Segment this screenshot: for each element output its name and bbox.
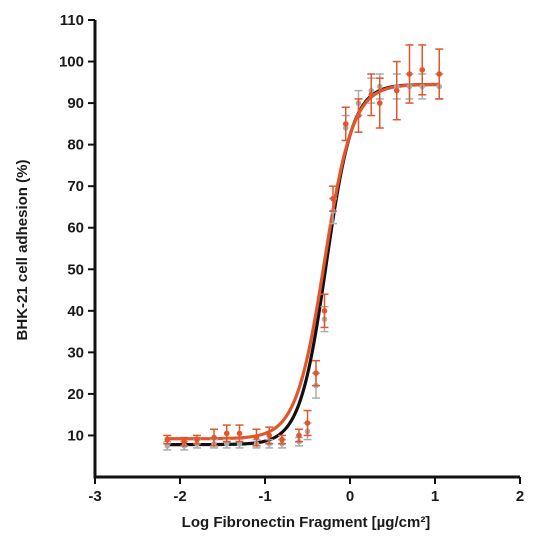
data-point [236, 430, 243, 437]
data-point [368, 91, 375, 98]
y-tick-label: 20 [67, 386, 84, 403]
x-tick-label: -3 [88, 488, 101, 505]
x-tick-label: -1 [258, 488, 271, 505]
data-point [304, 420, 311, 426]
data-point [211, 434, 217, 441]
data-point [321, 308, 328, 314]
data-points [163, 44, 444, 451]
data-point [355, 112, 362, 119]
data-point [419, 67, 426, 73]
data-point [279, 436, 285, 443]
x-tick-label: 1 [431, 488, 439, 505]
axes [93, 20, 520, 479]
y-tick-label: 30 [67, 344, 84, 361]
data-point [296, 432, 302, 439]
y-tick-label: 60 [67, 220, 84, 237]
data-point [266, 432, 273, 439]
data-point [164, 436, 171, 443]
x-tick-label: 0 [346, 488, 354, 505]
y-tick-label: 50 [67, 261, 84, 278]
fit-curve [167, 82, 440, 447]
data-point [342, 121, 349, 127]
data-point [253, 434, 260, 441]
y-tick-label: 10 [67, 427, 84, 444]
x-tick-label: 2 [516, 488, 524, 505]
y-tick-label: 110 [60, 12, 84, 29]
data-point [181, 438, 188, 445]
y-tick-label: 100 [59, 54, 84, 71]
data-point [393, 87, 400, 94]
data-point [330, 195, 336, 202]
data-point [223, 430, 230, 437]
data-point [436, 71, 443, 77]
x-axis-title: Log Fibronectin Fragment [µg/cm²] [182, 514, 431, 531]
y-tick-label: 90 [67, 95, 84, 112]
y-tick-label: 40 [67, 303, 84, 320]
x-tick-label: -2 [173, 488, 186, 505]
fit-curves [167, 82, 440, 447]
data-point [194, 436, 200, 443]
y-tick-label: 80 [67, 137, 84, 154]
y-axis-title: BHK-21 cell adhesion (%) [14, 160, 31, 341]
ticks: -3 -2 -1 0 1 2 10 20 30 40 50 60 70 80 90 100 110 [59, 12, 524, 505]
data-point [376, 100, 383, 106]
data-point [406, 71, 413, 77]
data-point [313, 370, 319, 376]
y-tick-label: 70 [67, 178, 84, 195]
